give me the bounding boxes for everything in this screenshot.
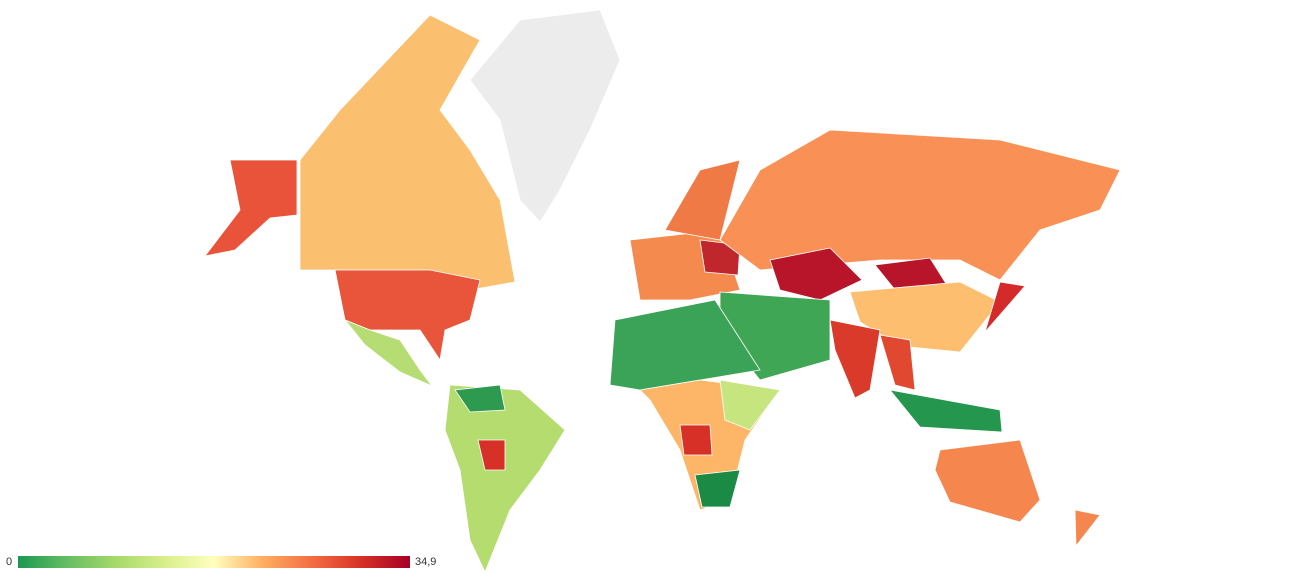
- alaska: [204, 159, 298, 257]
- angola: [679, 424, 713, 456]
- venezuela: [454, 384, 506, 413]
- legend-max: 34,9: [415, 556, 436, 568]
- indonesia: [889, 389, 1003, 433]
- east-africa: [719, 379, 781, 431]
- south-america: [444, 384, 566, 574]
- usa: [334, 269, 481, 362]
- japan: [984, 281, 1026, 333]
- scandinavia: [664, 159, 741, 241]
- india: [829, 319, 881, 399]
- russia: [719, 129, 1121, 281]
- kazakhstan: [769, 247, 863, 301]
- countries: [204, 9, 1121, 574]
- legend-min: 0: [6, 556, 12, 568]
- canada: [299, 14, 516, 291]
- new-zealand: [1074, 509, 1101, 548]
- south-africa: [694, 469, 741, 508]
- greenland: [469, 9, 621, 223]
- australia: [934, 439, 1041, 523]
- southeast-asia: [879, 334, 916, 391]
- legend-scale: [18, 556, 410, 568]
- mexico: [343, 319, 434, 387]
- bolivia: [477, 439, 506, 471]
- china: [849, 281, 1001, 353]
